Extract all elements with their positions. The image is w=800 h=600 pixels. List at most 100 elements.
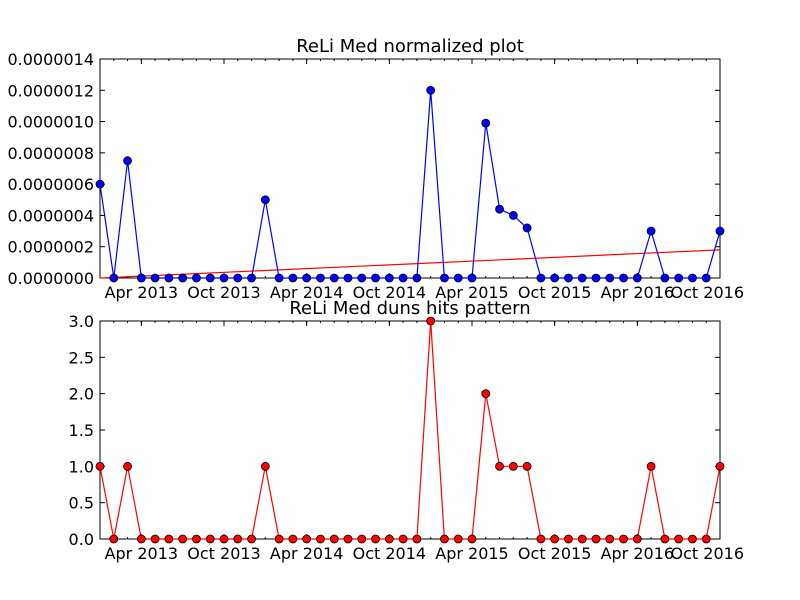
data-point <box>660 534 670 544</box>
data-point <box>136 273 146 283</box>
data-point <box>688 534 697 544</box>
data-point <box>412 273 422 283</box>
data-point <box>357 273 367 283</box>
data-point <box>95 179 105 189</box>
data-point <box>453 273 463 283</box>
x-tick-label: Apr 2013 <box>105 544 178 563</box>
data-point <box>178 273 188 283</box>
data-point <box>467 273 477 283</box>
data-point <box>260 461 270 471</box>
data-point <box>591 534 601 544</box>
data-point <box>646 226 656 236</box>
series-line <box>99 90 721 279</box>
y-tick-label: 1.0 <box>69 457 94 476</box>
data-point <box>508 211 518 220</box>
x-tick-label: Apr 2016 <box>601 544 674 563</box>
y-tick-label: 0.0000014 <box>7 50 94 69</box>
data-point <box>95 461 105 471</box>
data-point <box>508 461 518 471</box>
chart-panel-2: ReLi Med duns hits pattern 0.0 0.5 1.0 1.5 2.… <box>69 298 744 563</box>
data-point <box>495 204 504 214</box>
data-point <box>605 273 615 283</box>
x-tick-label: Apr 2015 <box>435 544 508 563</box>
chart-panel-1: ReLi Med normalized plot 0.0000000 0.00000… <box>7 36 744 302</box>
y-tick-label: 0.0000000 <box>7 269 94 288</box>
chart-title: ReLi Med duns hits pattern <box>289 298 530 319</box>
data-point <box>233 534 243 544</box>
x-tick-label: Oct 2015 <box>518 544 591 563</box>
data-point <box>481 389 491 399</box>
y-tick-label: 0.5 <box>69 494 94 513</box>
y-tick-label: 0.0000008 <box>7 144 94 163</box>
x-tick-label: Apr 2015 <box>435 283 508 302</box>
data-point <box>701 534 711 544</box>
trend-line <box>99 249 721 279</box>
data-point <box>288 534 298 544</box>
data-point <box>536 534 546 544</box>
data-point <box>688 273 697 283</box>
data-point <box>384 273 394 283</box>
y-tick-label: 0.0000010 <box>7 113 94 132</box>
data-point <box>453 534 463 544</box>
data-point <box>274 534 284 544</box>
x-tick-label: Apr 2014 <box>270 283 343 302</box>
y-tick-label: 2.5 <box>69 348 94 367</box>
data-point <box>467 534 477 544</box>
x-tick-label: Oct 2013 <box>187 283 260 302</box>
data-point <box>109 273 119 283</box>
data-point <box>302 273 312 283</box>
data-point <box>343 273 353 283</box>
data-point <box>660 273 670 283</box>
data-point <box>329 273 339 283</box>
data-point <box>288 273 298 283</box>
data-point <box>219 534 229 544</box>
data-point <box>178 534 188 544</box>
data-point <box>109 534 119 544</box>
data-point <box>123 461 132 471</box>
data-point <box>564 534 573 544</box>
y-tick-label: 0.0000002 <box>7 238 94 257</box>
data-point <box>715 461 725 471</box>
data-point <box>495 461 504 471</box>
data-point <box>591 273 601 283</box>
data-point <box>701 273 711 283</box>
x-tick-label: Oct 2014 <box>353 283 426 302</box>
chart-title: ReLi Med normalized plot <box>296 36 524 57</box>
data-point <box>674 273 684 283</box>
x-tick-label: Oct 2013 <box>187 544 260 563</box>
data-point <box>219 273 229 283</box>
data-point <box>384 534 394 544</box>
data-point <box>316 534 325 544</box>
plot-frame <box>99 320 721 540</box>
data-point <box>536 273 546 283</box>
data-point <box>316 273 325 283</box>
data-point <box>205 534 215 544</box>
x-tick-label: Apr 2016 <box>601 283 674 302</box>
data-point <box>577 273 587 283</box>
data-point <box>205 273 215 283</box>
data-point <box>357 534 367 544</box>
data-point <box>164 534 174 544</box>
data-point <box>564 273 573 283</box>
x-tick-label: Oct 2016 <box>671 544 744 563</box>
data-point <box>343 534 353 544</box>
data-point <box>674 534 684 544</box>
data-point <box>192 534 201 544</box>
data-point <box>481 118 491 128</box>
data-point <box>550 273 560 283</box>
data-point <box>646 461 656 471</box>
data-point <box>632 534 642 544</box>
data-point <box>302 534 312 544</box>
data-point <box>522 461 532 471</box>
data-point <box>619 534 628 544</box>
plot-frame <box>99 58 721 279</box>
x-tick-label: Oct 2015 <box>518 283 591 302</box>
y-tick-label: 3.0 <box>69 312 94 331</box>
data-point <box>247 273 256 283</box>
data-point <box>150 273 160 283</box>
y-tick-label: 0.0000006 <box>7 175 94 194</box>
x-tick-label: Oct 2016 <box>671 283 744 302</box>
x-tick-label: Apr 2013 <box>105 283 178 302</box>
data-point <box>260 195 270 205</box>
